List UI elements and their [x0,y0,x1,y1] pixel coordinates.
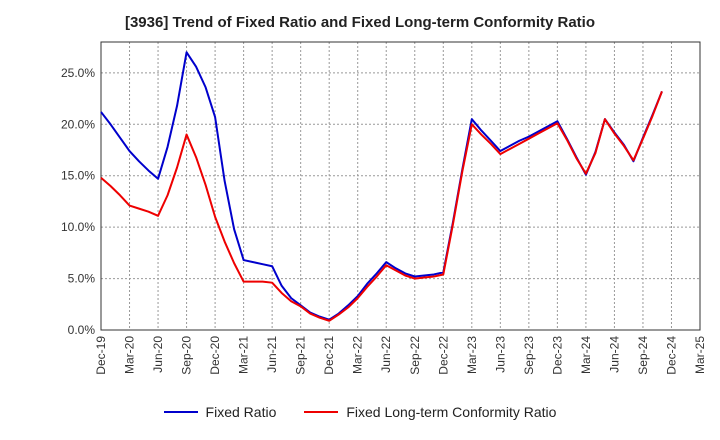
legend-label-fixed-long-term-conformity-ratio: Fixed Long-term Conformity Ratio [346,404,557,420]
x-tick-label: Dec-21 [322,336,336,375]
x-tick-label: Jun-23 [493,336,507,373]
x-tick-label: Jun-21 [265,336,279,373]
grid-lines [101,42,700,330]
x-tick-label: Sep-24 [636,336,650,375]
x-tick-label: Sep-23 [522,336,536,375]
legend: Fixed Ratio Fixed Long-term Conformity R… [0,404,720,420]
series-line-fixed-long-term-conformity-ratio [100,91,663,322]
plot-area-frame [100,41,701,331]
x-tick-label: Mar-20 [123,336,137,374]
axes [100,41,701,331]
series-line-fixed-ratio [100,51,663,321]
x-tick-label: Dec-23 [550,336,564,375]
x-tick-label: Jun-22 [379,336,393,373]
legend-label-fixed-ratio: Fixed Ratio [205,404,277,420]
series-lines [100,51,663,322]
legend-item-fixed-ratio: Fixed Ratio [163,404,277,420]
y-tick-label: 25.0% [61,66,95,80]
y-tick-label: 5.0% [68,272,96,286]
x-tick-label: Mar-23 [465,336,479,374]
x-tick-label: Sep-22 [408,336,422,375]
x-tick-label: Dec-24 [664,336,678,375]
y-tick-label: 20.0% [61,117,95,131]
y-tick-label: 0.0% [68,323,96,337]
x-tick-label: Jun-24 [607,336,621,373]
chart-title: [3936] Trend of Fixed Ratio and Fixed Lo… [124,14,596,31]
x-tick-label: Mar-21 [237,336,251,374]
legend-item-fixed-long-term-conformity-ratio: Fixed Long-term Conformity Ratio [304,404,556,420]
y-tick-label: 15.0% [61,169,95,183]
x-tick-label: Mar-25 [693,336,707,374]
x-tick-label: Dec-19 [94,336,108,375]
y-tick-label: 10.0% [61,220,95,234]
x-tick-label: Dec-22 [436,336,450,375]
legend-swatch-fixed-ratio [163,411,198,413]
x-tick-label: Sep-21 [294,336,308,375]
x-tick-label: Jun-20 [151,336,165,373]
x-tick-label: Sep-20 [180,336,194,375]
y-tick-labels: 0.0% 5.0% 10.0% 15.0% 20.0% 25.0% [61,66,95,337]
legend-swatch-fixed-long-term-conformity-ratio [304,411,339,413]
x-tick-labels: Dec-19 Mar-20 Jun-20 Sep-20 Dec-20 Mar-21 Jun-… [94,336,707,375]
x-tick-label: Mar-22 [351,336,365,374]
x-tick-label: Dec-20 [208,336,222,375]
x-tick-label: Mar-24 [579,336,593,374]
